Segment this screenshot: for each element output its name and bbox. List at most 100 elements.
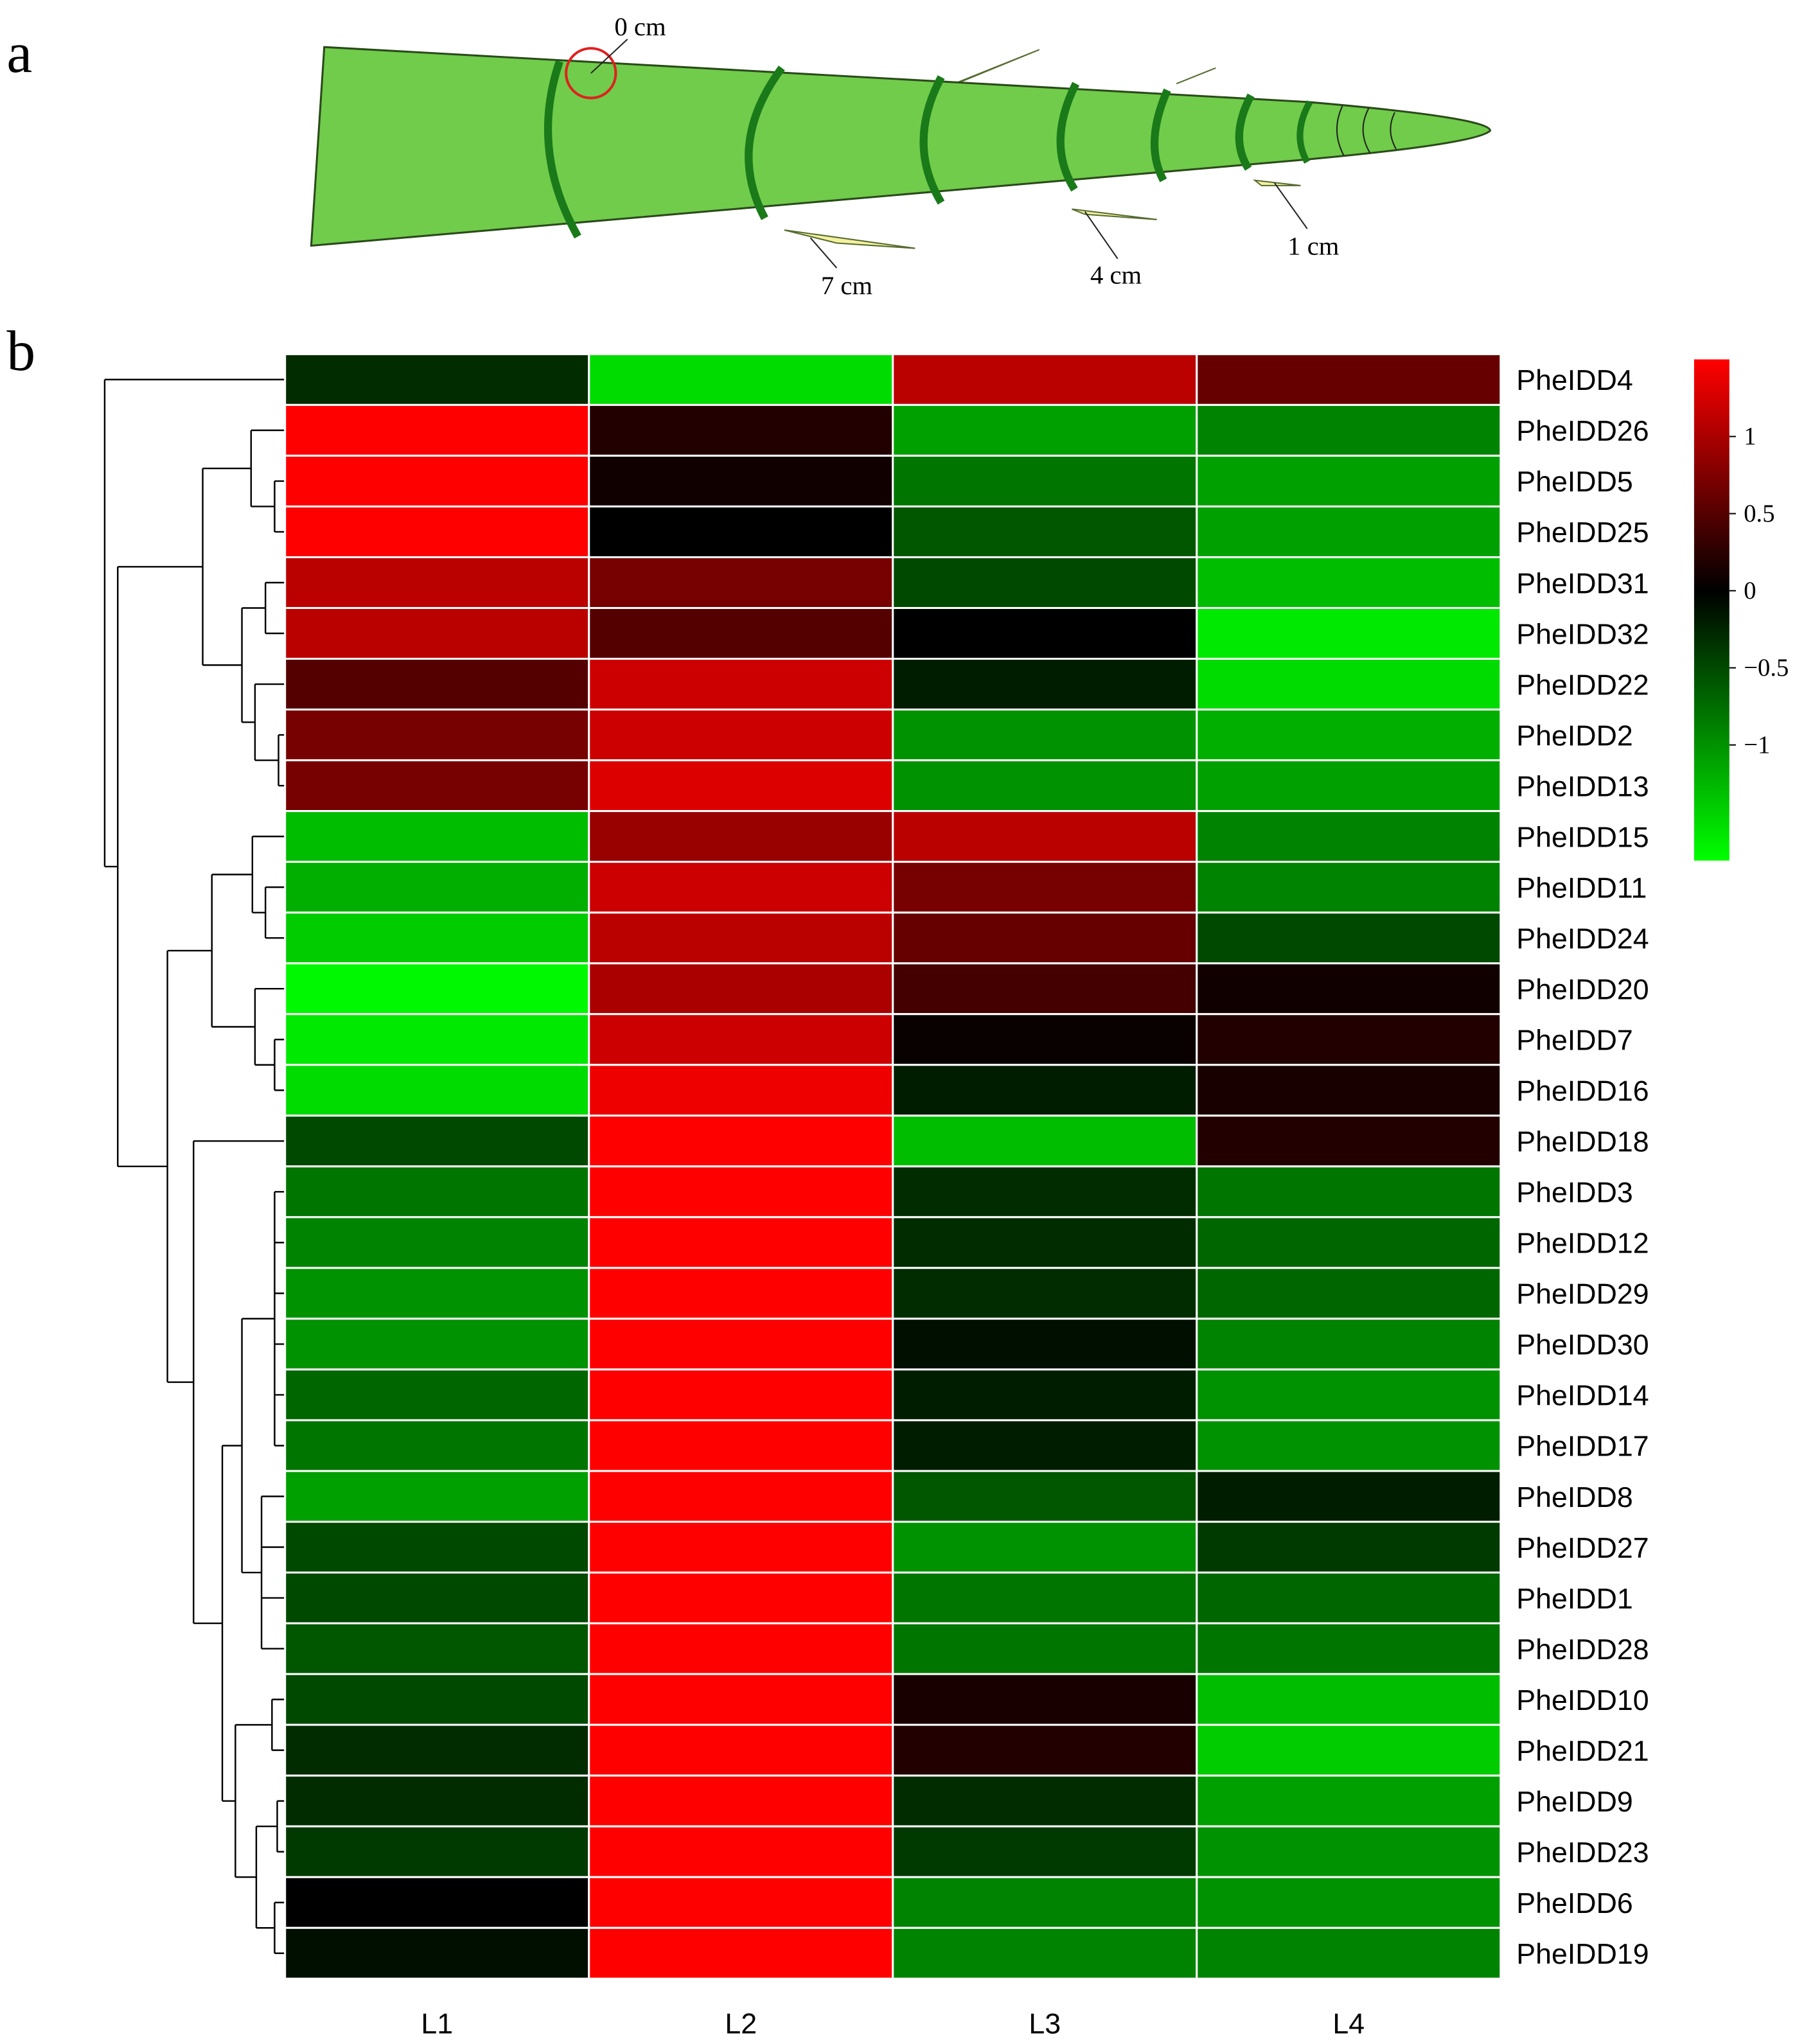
heat-cell — [892, 1115, 1198, 1168]
heat-cell — [588, 606, 894, 660]
heat-cell — [892, 556, 1198, 610]
heat-cell — [588, 1064, 894, 1117]
heat-cell — [1196, 1876, 1502, 1929]
heat-cell — [284, 861, 590, 914]
heat-cell — [284, 1013, 590, 1066]
heat-cell — [892, 658, 1198, 711]
row-label: PheIDD26 — [1516, 415, 1649, 447]
heat-cell — [284, 454, 590, 507]
heat-cell — [284, 403, 590, 457]
heat-cell — [1196, 759, 1502, 813]
row-label: PheIDD32 — [1516, 618, 1649, 650]
heat-cell — [892, 912, 1198, 965]
row-label: PheIDD16 — [1516, 1075, 1649, 1107]
row-label: PheIDD27 — [1516, 1532, 1649, 1564]
heat-cell — [588, 353, 894, 406]
heat-cell — [892, 454, 1198, 507]
heat-cell — [892, 1419, 1198, 1472]
heat-cell — [892, 1165, 1198, 1219]
heat-cell — [1196, 1013, 1502, 1066]
heat-cell — [284, 1368, 590, 1422]
heat-cell — [1196, 1673, 1502, 1726]
annotation: 1 cm — [1287, 232, 1340, 261]
heat-cell — [892, 1520, 1198, 1574]
heat-cell — [892, 1622, 1198, 1675]
heat-cell — [284, 1723, 590, 1777]
heat-cell — [588, 709, 894, 762]
heat-cell — [892, 353, 1198, 406]
heat-cell — [588, 1825, 894, 1878]
annotation: 4 cm — [1090, 260, 1142, 289]
heat-cell — [892, 1064, 1198, 1117]
heat-cell — [588, 1622, 894, 1675]
row-label: PheIDD13 — [1516, 770, 1649, 802]
panel-label: a — [6, 21, 32, 85]
row-label: PheIDD18 — [1516, 1126, 1649, 1158]
colorbar-tick-label: −1 — [1744, 732, 1770, 759]
row-label: PheIDD21 — [1516, 1735, 1649, 1767]
heat-cell — [1196, 1825, 1502, 1878]
row-label: PheIDD7 — [1516, 1025, 1633, 1057]
heat-cell — [284, 1774, 590, 1828]
heat-cell — [284, 1115, 590, 1168]
row-label: PheIDD25 — [1516, 516, 1649, 549]
heat-cell — [284, 1926, 590, 1980]
heat-cell — [284, 1267, 590, 1320]
heat-cell — [1196, 1622, 1502, 1675]
heat-cell — [892, 1723, 1198, 1777]
heat-cell — [892, 1368, 1198, 1422]
row-label: PheIDD23 — [1516, 1837, 1649, 1869]
heat-cell — [1196, 810, 1502, 863]
heat-cell — [892, 861, 1198, 914]
heat-cell — [588, 1317, 894, 1371]
heat-cell — [588, 962, 894, 1016]
heat-cell — [1196, 556, 1502, 610]
heat-cell — [284, 1622, 590, 1675]
heat-cell — [588, 1520, 894, 1574]
heat-cell — [588, 1216, 894, 1269]
heat-cell — [1196, 1571, 1502, 1625]
colorbar — [1693, 359, 1729, 861]
colorbar-tick-label: −0.5 — [1744, 655, 1789, 682]
heat-cell — [588, 1115, 894, 1168]
heat-cell — [284, 1673, 590, 1726]
heat-cell — [892, 1470, 1198, 1523]
heat-cell — [284, 1165, 590, 1219]
row-label: PheIDD28 — [1516, 1634, 1649, 1666]
heat-cell — [284, 1876, 590, 1929]
heat-cell — [284, 556, 590, 610]
heat-cell — [284, 1520, 590, 1574]
heat-cell — [1196, 861, 1502, 914]
row-label: PheIDD6 — [1516, 1887, 1633, 1919]
heat-cell — [284, 810, 590, 863]
heat-cell — [1196, 709, 1502, 762]
heat-cell — [284, 353, 590, 406]
panel-label: b — [6, 319, 35, 383]
row-label: PheIDD4 — [1516, 364, 1633, 396]
heat-cell — [284, 658, 590, 711]
row-label: PheIDD14 — [1516, 1380, 1649, 1412]
column-label: L1 — [421, 2008, 453, 2040]
heat-cell — [1196, 606, 1502, 660]
row-label: PheIDD5 — [1516, 466, 1633, 498]
heat-cell — [1196, 403, 1502, 457]
colorbar-tick-label: 0.5 — [1744, 500, 1774, 527]
heat-cell — [588, 1165, 894, 1219]
row-label: PheIDD11 — [1516, 872, 1647, 904]
heat-cell — [892, 1571, 1198, 1625]
heat-cell — [1196, 1165, 1502, 1219]
row-label: PheIDD24 — [1516, 922, 1649, 955]
heat-cell — [588, 1419, 894, 1472]
heat-cell — [1196, 1267, 1502, 1320]
row-label: PheIDD10 — [1516, 1684, 1649, 1716]
heat-cell — [588, 1673, 894, 1726]
heat-cell — [892, 505, 1198, 558]
row-label: PheIDD22 — [1516, 669, 1649, 701]
row-label: PheIDD8 — [1516, 1481, 1633, 1513]
heat-cell — [588, 1774, 894, 1828]
heat-cell — [1196, 912, 1502, 965]
heat-cell — [284, 505, 590, 558]
heat-cell — [588, 810, 894, 863]
heat-cell — [1196, 962, 1502, 1016]
heat-cell — [588, 505, 894, 558]
